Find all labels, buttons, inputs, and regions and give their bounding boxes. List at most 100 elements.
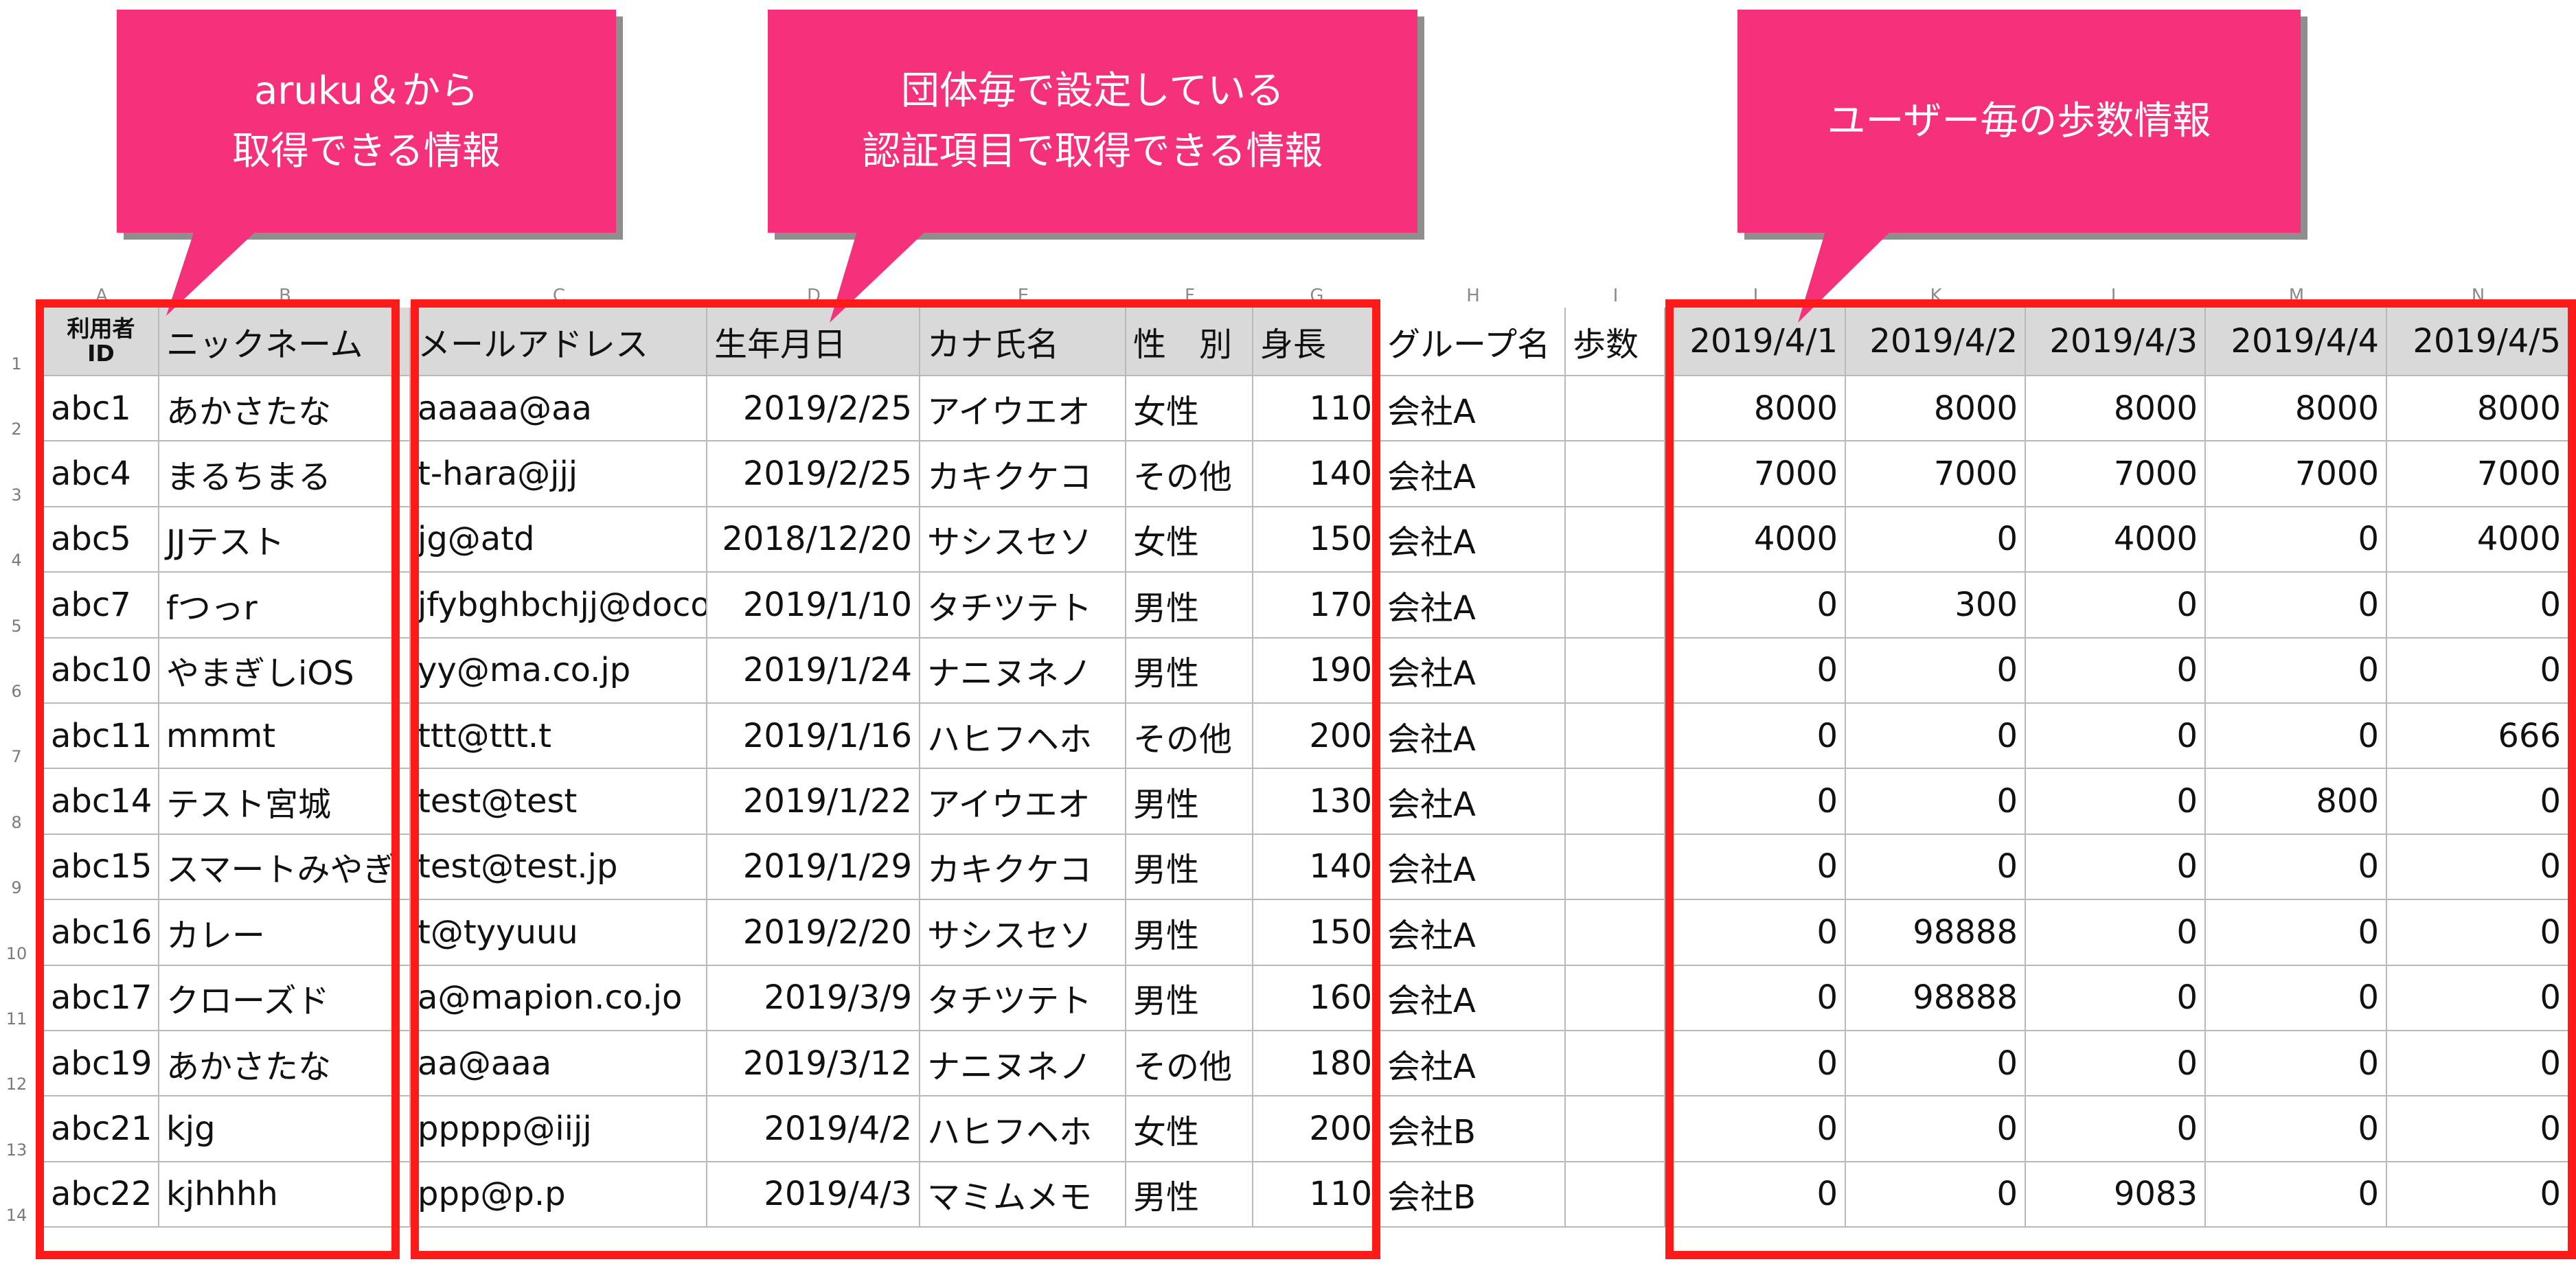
steps-cell[interactable] [1566,573,1665,639]
daily-steps-cell[interactable]: 0 [2026,900,2206,966]
email-cell[interactable]: jfybghbchjj@docon [411,573,707,639]
birthday-cell[interactable]: 2019/1/22 [707,769,920,835]
daily-steps-cell[interactable]: 0 [1846,1096,2026,1162]
email-cell[interactable]: ppp@p.p [411,1162,707,1228]
row-number[interactable]: 12 [5,1075,27,1094]
steps-cell[interactable] [1566,1162,1665,1228]
gender-cell[interactable]: 女性 [1126,1096,1253,1162]
daily-steps-cell[interactable]: 0 [2026,1031,2206,1097]
kana-name-cell[interactable]: ナニヌネノ [920,638,1126,704]
gender-cell[interactable]: 男性 [1126,638,1253,704]
row-number[interactable]: 1 [11,354,22,374]
header-date-1[interactable]: 2019/4/1 [1665,308,1846,376]
birthday-cell[interactable]: 2019/1/10 [707,573,920,639]
kana-name-cell[interactable]: ハヒフヘホ [920,1096,1126,1162]
steps-cell[interactable] [1566,507,1665,573]
nickname-cell[interactable]: まるちまる [159,441,411,507]
kana-name-cell[interactable]: ハヒフヘホ [920,704,1126,770]
daily-steps-cell[interactable]: 7000 [1846,441,2026,507]
daily-steps-cell[interactable]: 0 [1665,1096,1846,1162]
user-id-cell[interactable]: abc15 [44,834,159,901]
gender-cell[interactable]: 女性 [1126,507,1253,573]
height-cell[interactable]: 140 [1253,441,1380,507]
daily-steps-cell[interactable]: 0 [2026,769,2206,835]
nickname-cell[interactable]: kjhhhh [159,1162,411,1228]
daily-steps-cell[interactable]: 8000 [1665,376,1846,442]
email-cell[interactable]: yy@ma.co.jp [411,638,707,704]
header-height[interactable]: 身長 [1253,308,1380,376]
daily-steps-cell[interactable]: 0 [2026,573,2206,639]
birthday-cell[interactable]: 2019/1/24 [707,638,920,704]
daily-steps-cell[interactable]: 8000 [2387,376,2569,442]
daily-steps-cell[interactable]: 0 [2387,769,2569,835]
nickname-cell[interactable]: テスト宮城 [159,769,411,835]
daily-steps-cell[interactable]: 0 [2206,704,2387,770]
gender-cell[interactable]: 男性 [1126,834,1253,901]
kana-name-cell[interactable]: カキクケコ [920,834,1126,901]
daily-steps-cell[interactable]: 0 [2026,638,2206,704]
user-id-cell[interactable]: abc11 [44,704,159,770]
gender-cell[interactable]: 男性 [1126,769,1253,835]
row-number[interactable]: 10 [5,943,27,963]
height-cell[interactable]: 110 [1253,1162,1380,1228]
daily-steps-cell[interactable]: 0 [2206,638,2387,704]
column-letter-J[interactable]: J [1753,286,1759,306]
user-id-cell[interactable]: abc7 [44,573,159,639]
daily-steps-cell[interactable]: 98888 [1846,965,2026,1031]
daily-steps-cell[interactable]: 0 [2206,1096,2387,1162]
steps-cell[interactable] [1566,376,1665,442]
row-number[interactable]: 7 [11,747,22,767]
header-date-4[interactable]: 2019/4/4 [2206,308,2387,376]
row-number[interactable]: 11 [5,1009,27,1029]
daily-steps-cell[interactable]: 300 [1846,573,2026,639]
email-cell[interactable]: t-hara@jjj [411,441,707,507]
user-id-cell[interactable]: abc1 [44,376,159,442]
group-name-cell[interactable]: 会社A [1380,1031,1566,1097]
daily-steps-cell[interactable]: 0 [1665,965,1846,1031]
daily-steps-cell[interactable]: 8000 [2206,376,2387,442]
row-number[interactable]: 6 [11,681,22,701]
daily-steps-cell[interactable]: 0 [1846,507,2026,573]
birthday-cell[interactable]: 2019/3/12 [707,1031,920,1097]
daily-steps-cell[interactable]: 0 [1846,1031,2026,1097]
daily-steps-cell[interactable]: 0 [1665,834,1846,901]
steps-cell[interactable] [1566,900,1665,966]
daily-steps-cell[interactable]: 0 [1846,638,2026,704]
birthday-cell[interactable]: 2018/12/20 [707,507,920,573]
kana-name-cell[interactable]: ナニヌネノ [920,1031,1126,1097]
daily-steps-cell[interactable]: 0 [2387,1031,2569,1097]
daily-steps-cell[interactable]: 0 [2387,1096,2569,1162]
header-birthday[interactable]: 生年月日 [707,308,920,376]
kana-name-cell[interactable]: カキクケコ [920,441,1126,507]
gender-cell[interactable]: 男性 [1126,1162,1253,1228]
nickname-cell[interactable]: やまぎしiOS [159,638,411,704]
daily-steps-cell[interactable]: 0 [2026,834,2206,901]
daily-steps-cell[interactable]: 0 [2387,1162,2569,1228]
header-group-name[interactable]: グループ名 [1380,308,1566,376]
user-id-cell[interactable]: abc22 [44,1162,159,1228]
daily-steps-cell[interactable]: 0 [1846,769,2026,835]
column-letter-A[interactable]: A [95,286,108,306]
column-letter-C[interactable]: C [552,286,566,306]
nickname-cell[interactable]: スマートみやぎ [159,834,411,901]
group-name-cell[interactable]: 会社A [1380,573,1566,639]
daily-steps-cell[interactable]: 0 [2206,900,2387,966]
daily-steps-cell[interactable]: 0 [2387,638,2569,704]
row-number[interactable]: 8 [11,812,22,832]
birthday-cell[interactable]: 2019/1/29 [707,834,920,901]
daily-steps-cell[interactable]: 0 [1665,769,1846,835]
birthday-cell[interactable]: 2019/2/20 [707,900,920,966]
gender-cell[interactable]: 男性 [1126,900,1253,966]
header-user-id[interactable]: 利用者 ID [44,308,159,376]
daily-steps-cell[interactable]: 0 [1665,704,1846,770]
height-cell[interactable]: 170 [1253,573,1380,639]
height-cell[interactable]: 150 [1253,900,1380,966]
height-cell[interactable]: 180 [1253,1031,1380,1097]
email-cell[interactable]: aaaaa@aa [411,376,707,442]
daily-steps-cell[interactable]: 0 [2206,1031,2387,1097]
daily-steps-cell[interactable]: 800 [2206,769,2387,835]
group-name-cell[interactable]: 会社A [1380,507,1566,573]
column-letter-E[interactable]: E [1017,286,1029,306]
daily-steps-cell[interactable]: 0 [2206,1162,2387,1228]
steps-cell[interactable] [1566,441,1665,507]
